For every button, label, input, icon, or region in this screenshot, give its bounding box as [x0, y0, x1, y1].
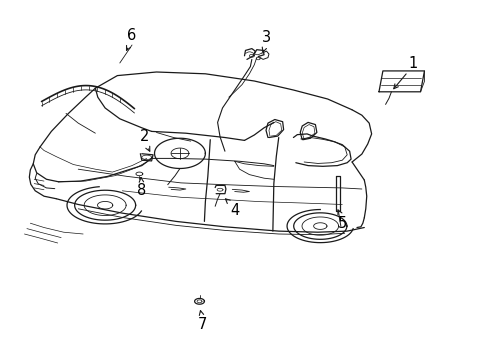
Text: 3: 3 — [262, 30, 270, 45]
Text: 7: 7 — [198, 317, 207, 332]
Text: 5: 5 — [337, 216, 346, 231]
Text: 4: 4 — [230, 203, 239, 218]
Text: 1: 1 — [408, 55, 417, 71]
Text: 6: 6 — [127, 28, 136, 44]
Text: 8: 8 — [137, 183, 146, 198]
Text: 2: 2 — [139, 129, 149, 144]
